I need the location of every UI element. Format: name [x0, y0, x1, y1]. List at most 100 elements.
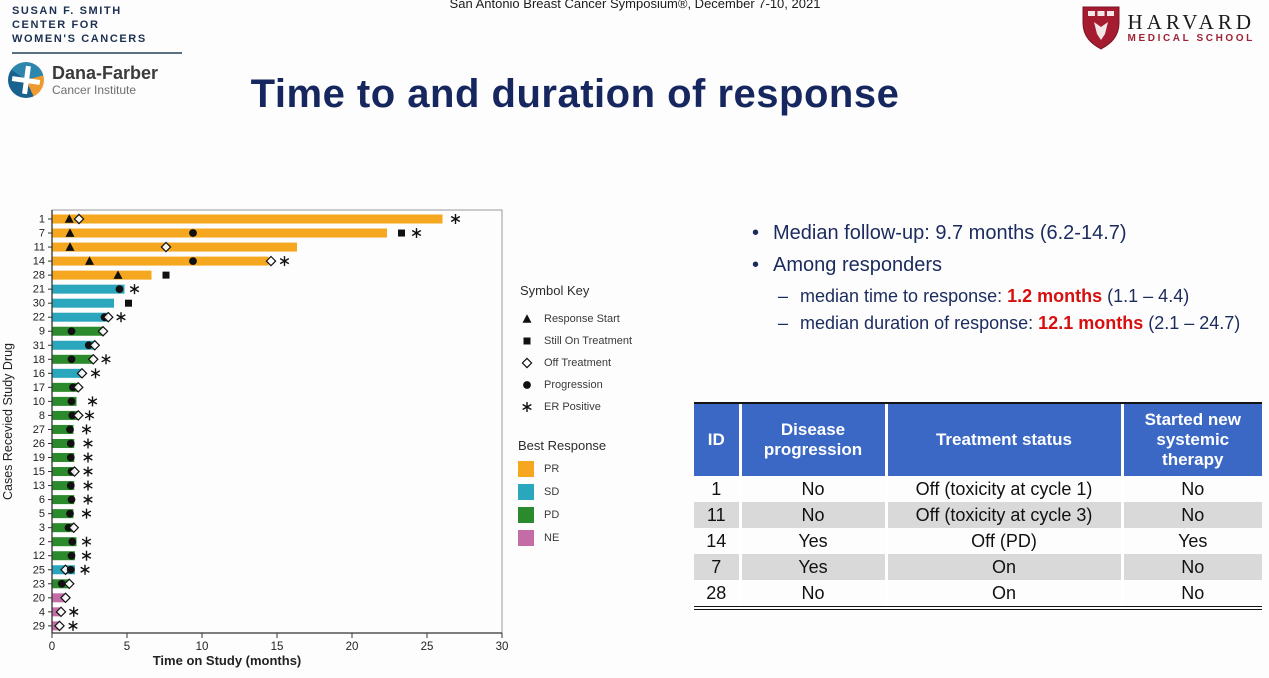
symbol-key-item: Progression	[520, 374, 632, 396]
svg-text:1: 1	[39, 214, 45, 226]
svg-text:27: 27	[33, 424, 45, 436]
harvard-shield-icon	[1082, 6, 1120, 50]
symbol-key-legend: Symbol Key Response Start Still On Treatm…	[520, 283, 632, 418]
svg-text:23: 23	[33, 578, 45, 590]
dana-farber-circle-icon	[8, 62, 44, 98]
best-response-item: SD	[518, 484, 606, 500]
svg-text:Cases Recevied Study Drug: Cases Recevied Study Drug	[1, 343, 15, 500]
table-header-cell: ID	[694, 404, 740, 476]
svg-text:14: 14	[33, 256, 45, 268]
svg-text:19: 19	[33, 452, 45, 464]
harvard-subtitle: MEDICAL SCHOOL	[1127, 33, 1255, 44]
swimmer-plot-canvas: 1711142821302293118161710827261915136532…	[1, 209, 509, 668]
svg-text:5: 5	[124, 641, 130, 653]
svg-text:3: 3	[39, 522, 45, 534]
best-response-title: Best Response	[518, 438, 607, 453]
svg-text:15: 15	[271, 641, 284, 653]
table-row: 7 Yes On No	[694, 554, 1262, 580]
table-cell: No	[1120, 580, 1262, 606]
svg-text:25: 25	[421, 641, 434, 653]
svg-text:22: 22	[33, 312, 45, 324]
svg-text:31: 31	[33, 340, 45, 352]
symbol-key-label: Still On Treatment	[544, 335, 633, 347]
dana-farber-name: Dana-Farber	[52, 62, 159, 83]
svg-text:5: 5	[39, 508, 45, 520]
symbol-key-item: ER Positive	[520, 396, 632, 418]
svg-text:9: 9	[39, 326, 45, 338]
svg-text:Time on Study (months): Time on Study (months)	[153, 653, 302, 668]
svg-text:8: 8	[39, 410, 45, 422]
page-title: Time to and duration of response	[250, 72, 900, 116]
svg-text:20: 20	[33, 592, 45, 604]
symbol-key-label: Off Treatment	[544, 357, 612, 369]
svg-text:17: 17	[33, 382, 45, 394]
harvard-logo: HARVARD MEDICAL SCHOOL	[1082, 6, 1255, 50]
symbol-key-item: Still On Treatment	[520, 330, 632, 352]
table-cell: Off (toxicity at cycle 1)	[884, 476, 1122, 502]
triangle-icon	[522, 314, 532, 323]
svg-text:20: 20	[346, 641, 359, 653]
table-header-cell: Started new systemic therapy	[1120, 404, 1262, 476]
svg-text:29: 29	[33, 620, 45, 632]
conference-caption: San Antonio Breast Cancer Symposium®, De…	[449, 0, 821, 11]
color-swatch-icon	[518, 484, 534, 500]
bullet-text: Among responders	[773, 254, 942, 276]
table-cell: 11	[694, 502, 740, 528]
svg-text:18: 18	[33, 354, 45, 366]
best-response-label: PD	[544, 509, 560, 521]
swimmer-plot: 1 7 11 14 28 21 30 22 9 31 18 16 17 10 8 27 26 19 15 13 6 5 3 2…	[0, 205, 515, 673]
table-cell: No	[1120, 554, 1262, 580]
table-cell: On	[884, 554, 1122, 580]
susan-smith-center-logo: SUSAN F. SMITH CENTER FOR WOMEN'S CANCER…	[12, 4, 182, 54]
symbol-key-item: Off Treatment	[520, 352, 632, 374]
table-row: 1 No Off (toxicity at cycle 1) No	[694, 476, 1262, 502]
symbol-key-item: Response Start	[520, 308, 632, 330]
harvard-name: HARVARD	[1127, 10, 1255, 34]
symbol-key-label: Response Start	[544, 313, 620, 325]
table-cell: No	[738, 580, 886, 606]
susan-line-3: WOMEN'S CANCERS	[12, 33, 147, 45]
svg-text:10: 10	[33, 396, 45, 408]
bullet-item: • Among responders	[752, 254, 1269, 277]
table-row: 11 No Off (toxicity at cycle 3) No	[694, 502, 1262, 528]
susan-line-1: SUSAN F. SMITH	[12, 5, 122, 17]
bullet-marker-icon: •	[752, 222, 760, 244]
svg-text:0: 0	[49, 641, 55, 653]
svg-text:2: 2	[39, 536, 45, 548]
bullet-text: median duration of response: 12.1 months…	[800, 313, 1241, 333]
table-cell: Off (toxicity at cycle 3)	[884, 502, 1122, 528]
asterisk-icon	[522, 402, 532, 412]
color-swatch-icon	[518, 461, 534, 477]
table-cell: No	[738, 476, 886, 502]
table-cell: No	[1120, 476, 1262, 502]
best-response-item: PR	[518, 461, 606, 477]
svg-text:11: 11	[34, 242, 45, 254]
symbol-key-label: Progression	[544, 379, 603, 391]
svg-text:30: 30	[496, 641, 509, 653]
table-cell: Yes	[738, 554, 886, 580]
symbol-key-label: ER Positive	[544, 401, 601, 413]
table-cell: 14	[706, 530, 727, 551]
best-response-label: PR	[544, 463, 560, 475]
svg-text:16: 16	[33, 368, 45, 380]
best-response-legend: Best Response PR SD PD NE	[518, 438, 606, 553]
square-icon	[523, 337, 531, 345]
table-cell: On	[884, 580, 1122, 606]
bullet-text: median time to response: 1.2 months (1.1…	[800, 286, 1190, 306]
svg-text:28: 28	[33, 270, 45, 282]
svg-text:12: 12	[33, 550, 45, 562]
svg-text:6: 6	[39, 494, 45, 506]
table-header-cell: Disease progression	[738, 404, 886, 476]
dana-farber-logo: Dana-Farber Cancer Institute	[8, 62, 158, 98]
svg-text:10: 10	[196, 641, 209, 653]
best-response-label: SD	[544, 486, 560, 498]
color-swatch-icon	[518, 507, 534, 523]
sub-bullet: – median duration of response: 12.1 month…	[778, 313, 1269, 334]
symbol-key-title: Symbol Key	[520, 283, 590, 298]
table-cell: Off (PD)	[884, 528, 1122, 554]
svg-text:7: 7	[39, 228, 45, 240]
dana-farber-subtitle: Cancer Institute	[52, 82, 137, 97]
bullet-item: • Median follow-up: 9.7 months (6.2-14.7)	[752, 222, 1269, 245]
best-response-item: NE	[518, 530, 606, 546]
best-response-item: PD	[518, 507, 606, 523]
